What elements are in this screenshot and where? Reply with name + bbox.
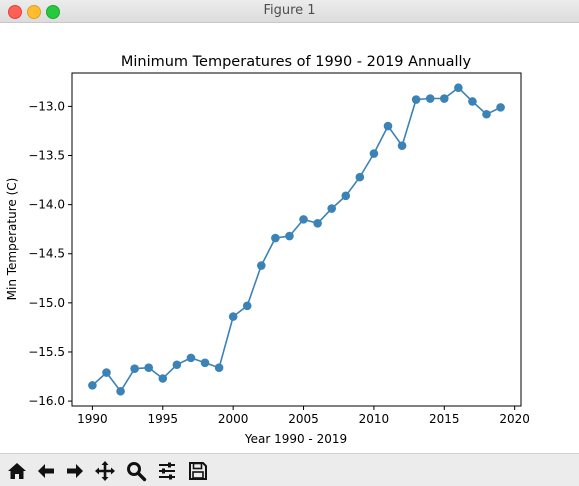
home-icon — [8, 463, 26, 479]
pan-button[interactable] — [92, 458, 118, 484]
data-point — [341, 191, 351, 201]
data-point — [425, 94, 435, 103]
y-tick-label: −13.0 — [28, 99, 65, 113]
minimize-window-button[interactable] — [27, 5, 41, 19]
data-point — [454, 83, 463, 93]
data-point — [242, 301, 252, 311]
maximize-window-button[interactable] — [46, 5, 60, 19]
pan-move-icon — [95, 461, 115, 481]
data-point — [313, 218, 322, 228]
data-point — [299, 215, 308, 224]
title-bar: Figure 1 — [0, 0, 579, 23]
zoom-button[interactable] — [123, 458, 149, 484]
y-tick-label: −15.0 — [28, 296, 65, 310]
x-tick-label: 2005 — [288, 412, 319, 426]
data-point — [327, 204, 336, 213]
data-point — [172, 360, 182, 370]
navigation-toolbar — [0, 453, 579, 486]
forward-arrow-icon — [67, 464, 83, 478]
y-tick-label: −16.0 — [28, 394, 65, 408]
data-point — [158, 374, 168, 383]
configure-subplots-button[interactable] — [154, 458, 180, 484]
data-point — [383, 121, 393, 131]
data-point — [200, 358, 210, 368]
data-point — [468, 97, 477, 106]
configure-subplots-icon — [159, 462, 175, 480]
data-point — [102, 368, 111, 377]
window-title: Figure 1 — [263, 3, 316, 18]
y-axis-label: Min Temperature (C) — [5, 178, 19, 301]
back-button[interactable] — [33, 458, 59, 484]
data-point — [355, 172, 365, 182]
data-point — [369, 149, 379, 158]
x-tick-label: 2000 — [218, 412, 249, 426]
figure-canvas: Minimum Temperatures of 1990 - 2019 Annu… — [0, 23, 579, 453]
forward-button[interactable] — [62, 458, 88, 484]
data-point — [482, 109, 491, 119]
data-point — [144, 363, 154, 372]
data-point — [116, 386, 125, 396]
data-point — [397, 141, 407, 150]
line-chart: Minimum Temperatures of 1990 - 2019 Annu… — [5, 54, 530, 446]
back-arrow-icon — [38, 464, 54, 478]
data-point — [271, 233, 280, 243]
data-point — [130, 364, 139, 373]
axes: 1990 1995 2000 2005 2010 2015 2020 −16.0 −15.5 −1… — [28, 72, 530, 426]
data-series — [88, 83, 505, 396]
y-tick-label: −15.5 — [28, 345, 65, 359]
save-button[interactable] — [185, 458, 211, 484]
data-point — [186, 353, 196, 363]
data-point — [228, 312, 238, 321]
x-tick-label: 1995 — [148, 412, 179, 426]
y-tick-label: −14.5 — [28, 247, 65, 261]
data-point — [496, 103, 505, 112]
data-point — [257, 261, 266, 270]
data-point — [411, 95, 421, 104]
y-tick-label: −14.0 — [28, 198, 65, 212]
chart-title: Minimum Temperatures of 1990 - 2019 Annu… — [121, 54, 472, 70]
data-point — [88, 381, 97, 390]
data-point — [439, 94, 449, 103]
x-tick-label: 1990 — [77, 412, 108, 426]
y-tick-label: −13.5 — [28, 149, 65, 163]
save-floppy-icon — [189, 462, 207, 480]
x-axis-label: Year 1990 - 2019 — [244, 432, 347, 446]
close-window-button[interactable] — [8, 5, 22, 19]
x-tick-label: 2010 — [359, 412, 390, 426]
x-tick-label: 2020 — [499, 412, 530, 426]
zoom-magnifier-icon — [127, 462, 147, 482]
home-button[interactable] — [4, 458, 30, 484]
series-line — [91, 86, 501, 393]
data-point — [214, 363, 224, 372]
x-tick-label: 2015 — [429, 412, 460, 426]
plot-frame — [71, 72, 522, 407]
data-point — [285, 231, 294, 241]
